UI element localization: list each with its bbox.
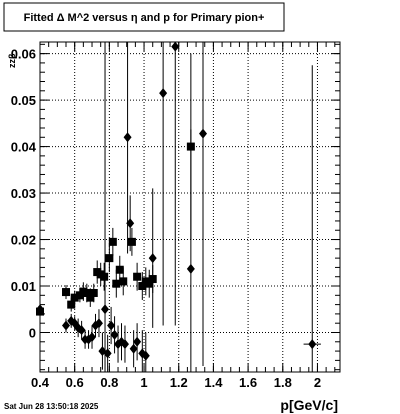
square-marker (70, 293, 79, 302)
square-marker (138, 282, 147, 291)
diamond-marker (94, 318, 103, 329)
diamond-marker (159, 88, 168, 99)
square-marker (105, 254, 114, 263)
diamond-marker (148, 253, 157, 264)
square-marker (108, 237, 117, 246)
diamond-marker (133, 336, 142, 347)
diamond-marker (199, 128, 208, 139)
y-tick-label: 0.02 (11, 233, 36, 248)
square-marker (89, 288, 98, 297)
square-marker (100, 272, 109, 281)
diamond-marker (126, 218, 135, 229)
x-tick-label: 0.4 (31, 375, 50, 390)
diamond-marker (110, 329, 119, 340)
square-marker (115, 265, 124, 274)
square-marker (133, 272, 142, 281)
diamond-marker (186, 263, 195, 274)
x-tick-label: 0.8 (100, 375, 118, 390)
y-tick-label: 0.01 (11, 279, 36, 294)
grid (39, 42, 340, 372)
square-marker (62, 288, 71, 297)
x-axis-title: p[GeV/c] (280, 397, 338, 413)
square-marker (112, 279, 121, 288)
y-tick-label: 0.04 (11, 140, 37, 155)
y-tick-label: 0 (29, 325, 36, 340)
diamond-marker (88, 332, 97, 343)
title-box: Fitted Δ M^2 versus η and p for Primary … (3, 2, 285, 32)
chart-title: Fitted Δ M^2 versus η and p for Primary … (24, 12, 265, 24)
x-tick-label: 1.8 (274, 375, 292, 390)
diamond-marker (171, 41, 180, 52)
square-marker (145, 279, 154, 288)
diamond-marker (101, 304, 110, 315)
plot-area (39, 41, 341, 373)
y-tick-label: 0.05 (11, 93, 36, 108)
diamond-marker (308, 339, 317, 350)
square-marker (86, 293, 95, 302)
square-marker (82, 288, 91, 297)
axis-ticks (39, 42, 340, 372)
y-tick-label: 0.03 (11, 186, 36, 201)
square-marker (67, 300, 76, 309)
x-tick-label: 1.2 (170, 375, 188, 390)
y-axis-title: zzβ (7, 53, 17, 68)
diamond-marker (129, 343, 138, 354)
x-tick-label: 0.6 (66, 375, 84, 390)
x-tick-label: 1.6 (239, 375, 257, 390)
square-marker (127, 237, 136, 246)
square-marker (119, 277, 128, 286)
diamond-marker (103, 348, 112, 359)
y-tick-label: 0.06 (11, 47, 36, 62)
diamond-marker (36, 304, 44, 315)
x-tick-label: 1.4 (204, 375, 223, 390)
y-tick-labels: 0 0.01 0.02 0.03 0.04 0.05 0.06 (11, 47, 37, 341)
diamond-marker (141, 350, 150, 361)
diamond-marker (107, 320, 116, 331)
diamond-marker (120, 339, 129, 350)
data-points (36, 41, 321, 372)
x-tick-label: 1 (140, 375, 147, 390)
diamond-marker (123, 132, 132, 143)
diamond-marker (77, 325, 86, 336)
x-tick-labels: 0.4 0.6 0.8 1 1.2 1.4 1.6 1.8 2 (31, 375, 321, 390)
footer-timestamp: Sat Jun 28 13:50:18 2025 (4, 402, 99, 411)
x-tick-label: 2 (314, 375, 321, 390)
diamond-marker (62, 320, 71, 331)
